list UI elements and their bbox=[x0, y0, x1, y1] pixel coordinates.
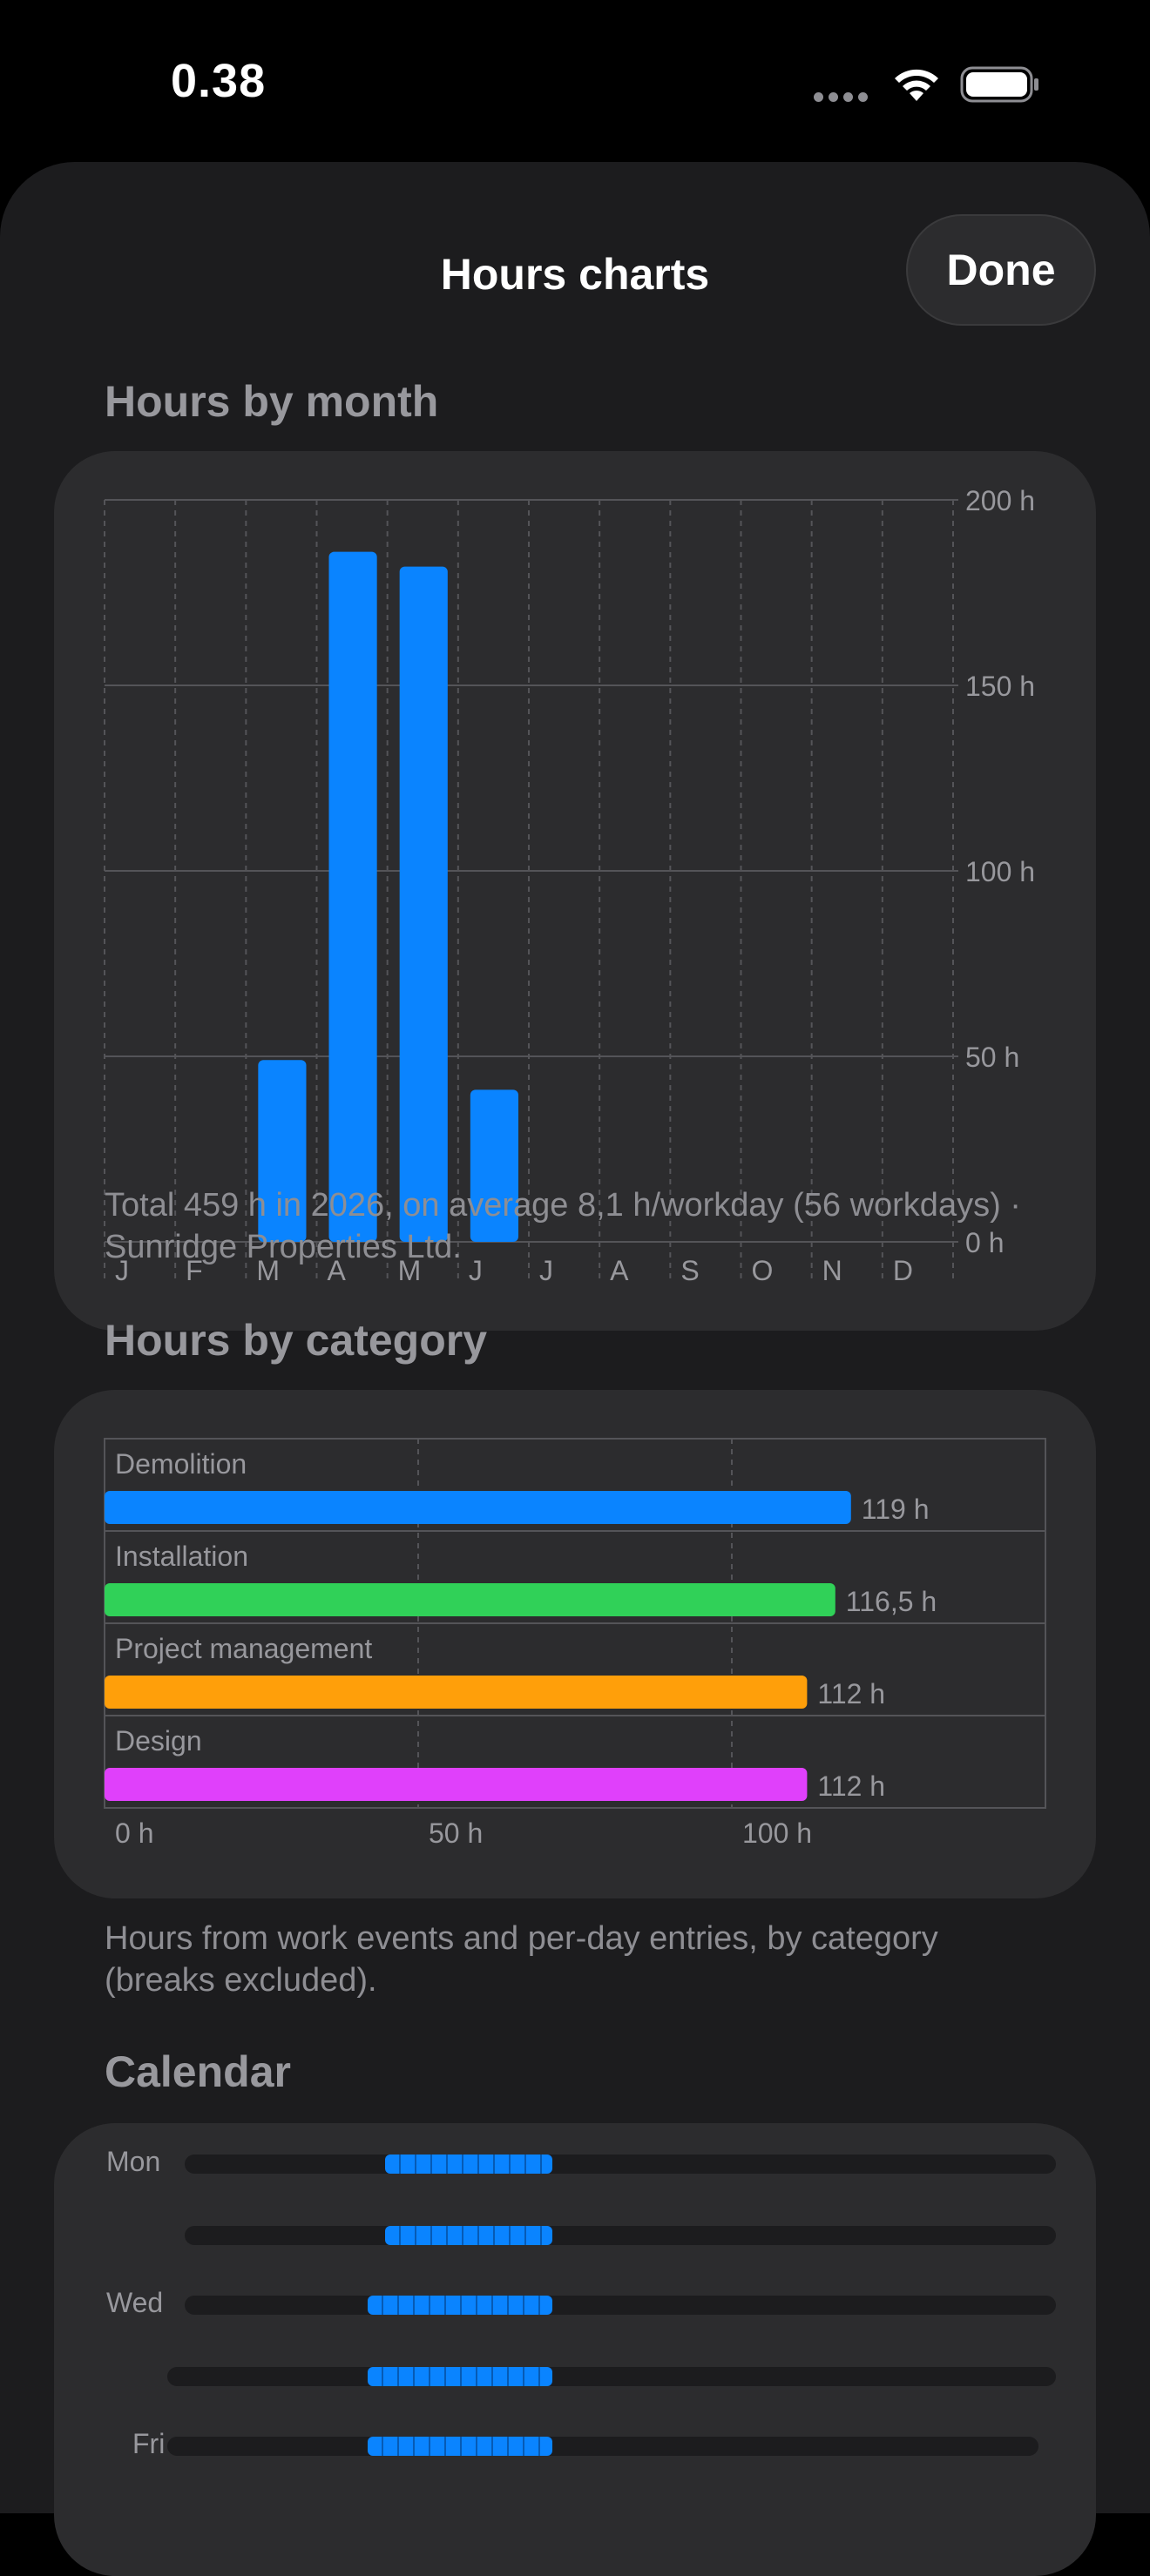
calendar-work-block[interactable] bbox=[385, 2155, 552, 2174]
y-tick-label: 50 h bbox=[965, 1042, 1019, 1073]
month-bar-chart: 0 h 50 h 100 h 150 h 200 h J F M A M J J A S O N D bbox=[104, 485, 1035, 1286]
category-bar bbox=[105, 1583, 835, 1616]
category-bar bbox=[105, 1676, 808, 1709]
status-bar: 0.38 bbox=[0, 0, 1150, 165]
calendar-card: Mon Wed Fri bbox=[54, 2123, 1096, 2576]
y-tick-label: 150 h bbox=[965, 671, 1035, 702]
x-tick-label: S bbox=[680, 1255, 699, 1286]
category-label: Installation bbox=[115, 1541, 248, 1572]
battery-icon bbox=[960, 66, 1038, 103]
x-tick-label: M bbox=[256, 1255, 280, 1286]
y-tick-label: 0 h bbox=[965, 1227, 1004, 1258]
section-title-calendar: Calendar bbox=[105, 2047, 291, 2096]
x-tick-label: A bbox=[328, 1255, 347, 1286]
x-tick-label: O bbox=[752, 1255, 774, 1286]
calendar-track bbox=[167, 2367, 1056, 2386]
done-button[interactable]: Done bbox=[906, 214, 1096, 326]
calendar-track bbox=[167, 2437, 1038, 2456]
calendar-work-block[interactable] bbox=[368, 2367, 552, 2386]
category-label: Demolition bbox=[115, 1448, 247, 1480]
section-title-category: Hours by category bbox=[105, 1316, 488, 1365]
value-label: 119 h bbox=[862, 1494, 930, 1525]
x-tick-label: F bbox=[186, 1255, 203, 1286]
category-bar-chart: 0 h 50 h 100 h Demolition 119 h Installation 1… bbox=[104, 1438, 1046, 1849]
calendar-day-label: Fri bbox=[132, 2428, 166, 2459]
calendar-track bbox=[185, 2226, 1056, 2245]
value-label: 112 h bbox=[817, 1678, 885, 1709]
category-bar bbox=[105, 1491, 851, 1524]
y-tick-label: 200 h bbox=[965, 485, 1035, 516]
section-title-month: Hours by month bbox=[105, 377, 439, 426]
wifi-icon bbox=[895, 69, 938, 101]
calendar-work-block[interactable] bbox=[368, 2437, 552, 2456]
category-bar bbox=[105, 1768, 808, 1801]
calendar-day-label: Wed bbox=[106, 2287, 164, 2318]
x-tick-label: J bbox=[115, 1255, 129, 1286]
x-tick-label: A bbox=[610, 1255, 629, 1286]
month-bar bbox=[258, 1060, 307, 1242]
value-label: 116,5 h bbox=[846, 1586, 937, 1617]
x-tick-label: J bbox=[469, 1255, 483, 1286]
status-time: 0.38 bbox=[171, 55, 267, 107]
month-bar bbox=[399, 566, 448, 1242]
calendar-work-block[interactable] bbox=[385, 2226, 552, 2245]
value-label: 112 h bbox=[817, 1770, 885, 1802]
month-bar bbox=[328, 551, 377, 1242]
hours-charts-sheet: Hours charts Done Hours by month 0 h 50 h… bbox=[0, 162, 1150, 2576]
month-chart-card: 0 h 50 h 100 h 150 h 200 h J F M A M J J A S O N D bbox=[54, 451, 1096, 1331]
y-tick-label: 100 h bbox=[965, 856, 1035, 887]
cellular-icon bbox=[814, 91, 873, 106]
category-chart-card: 0 h 50 h 100 h Demolition 119 h Installation 1… bbox=[54, 1390, 1096, 1898]
month-bar bbox=[470, 1089, 518, 1242]
calendar-track bbox=[185, 2296, 1056, 2315]
calendar-work-block[interactable] bbox=[368, 2296, 552, 2315]
x-tick-label: M bbox=[398, 1255, 422, 1286]
category-label: Project management bbox=[115, 1633, 372, 1664]
x-tick-label: D bbox=[893, 1255, 913, 1286]
x-tick-label: 100 h bbox=[742, 1817, 812, 1849]
category-label: Design bbox=[115, 1725, 202, 1757]
x-tick-label: J bbox=[539, 1255, 553, 1286]
category-caption: Hours from work events and per-day entri… bbox=[105, 1920, 938, 1999]
calendar-track bbox=[185, 2155, 1056, 2174]
calendar-day-label: Mon bbox=[106, 2146, 161, 2177]
x-tick-label: N bbox=[822, 1255, 842, 1286]
x-tick-label: 0 h bbox=[115, 1817, 153, 1849]
month-caption: Total 459 h in 2026, on average 8,1 h/wo… bbox=[105, 1187, 1021, 1265]
sheet-title: Hours charts bbox=[440, 250, 710, 299]
x-tick-label: 50 h bbox=[429, 1817, 483, 1849]
